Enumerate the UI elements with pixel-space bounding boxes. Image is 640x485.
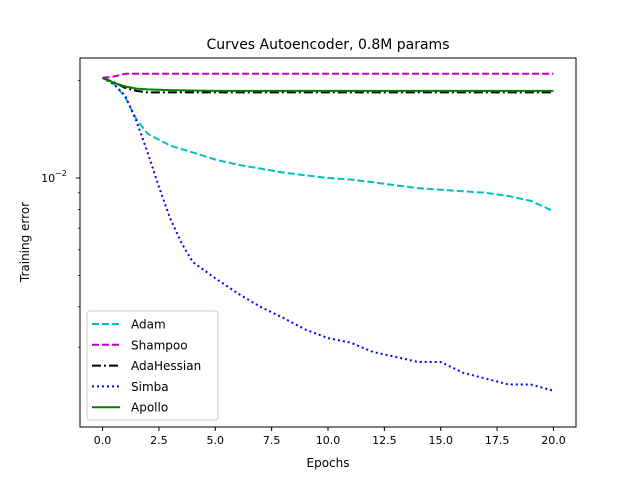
legend-label-adahessian: AdaHessian	[131, 359, 201, 373]
x-tick-label: 12.5	[372, 434, 397, 447]
x-tick-label: 20.0	[541, 434, 566, 447]
series-line-shampoo	[102, 72, 554, 79]
chart-title: Curves Autoencoder, 0.8M params	[207, 37, 450, 53]
x-axis: 0.0 2.5 5.0 7.5 10.0 12.5 15.0 17.5 20.0	[94, 427, 566, 447]
series-line-adam	[102, 77, 554, 213]
x-tick-label: 2.5	[150, 434, 168, 447]
legend-label-adam: Adam	[131, 318, 166, 332]
x-tick-label: 5.0	[207, 434, 225, 447]
plot-lines	[102, 72, 554, 392]
series-line-apollo	[102, 76, 554, 92]
x-tick-label: 17.5	[485, 434, 510, 447]
x-tick-label: 10.0	[316, 434, 341, 447]
legend: Adam Shampoo AdaHessian Simba Apollo	[86, 310, 219, 421]
x-tick-label: 15.0	[428, 434, 453, 447]
x-tick-label: 0.0	[94, 434, 112, 447]
series-line-simba	[102, 77, 554, 392]
x-tick-label: 7.5	[263, 434, 281, 447]
legend-label-apollo: Apollo	[131, 401, 168, 415]
legend-frame	[86, 310, 219, 421]
y-axis-label: Training error	[18, 202, 32, 283]
legend-label-shampoo: Shampoo	[131, 338, 188, 352]
x-axis-label: Epochs	[307, 456, 350, 470]
legend-label-simba: Simba	[131, 380, 169, 394]
